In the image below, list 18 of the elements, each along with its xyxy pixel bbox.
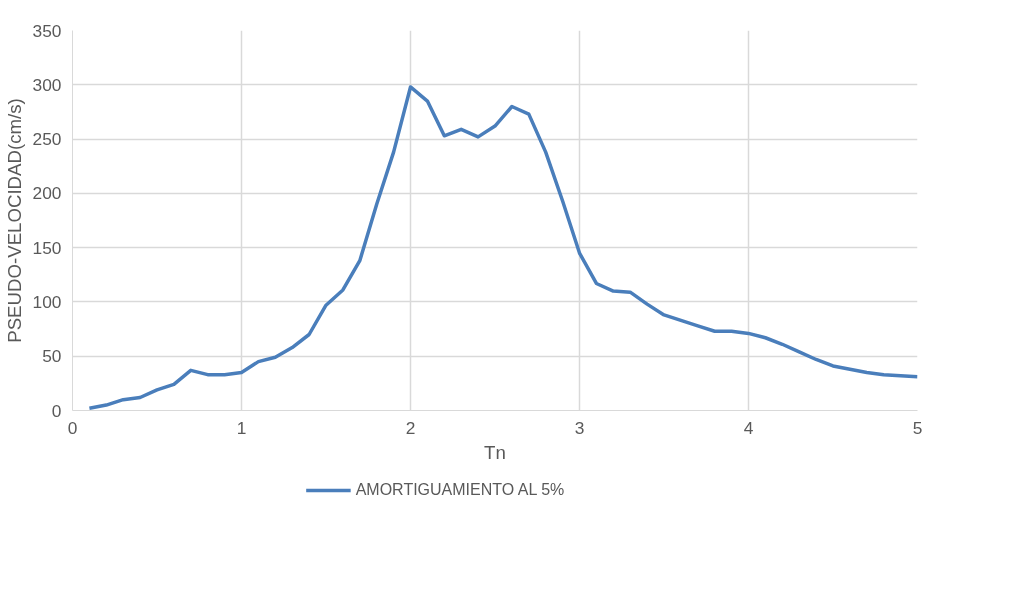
x-tick-label: 2 [405,417,416,438]
y-tick-label: 250 [32,129,62,150]
y-tick-label: 300 [32,74,62,95]
x-tick-label: 4 [743,417,754,438]
x-tick-label: 5 [912,417,923,438]
y-tick-label: 200 [32,183,62,204]
y-tick-label: 0 [51,400,62,421]
x-axis-title: Tn [484,441,506,463]
y-tick-label: 350 [32,20,62,41]
legend-label: AMORTIGUAMIENTO AL 5% [355,481,565,499]
x-tick-label: 0 [67,417,78,438]
x-tick-label: 3 [574,417,585,438]
line-series [87,85,918,411]
y-tick-label: 100 [32,291,62,312]
y-axis-title: PSEUDO-VELOCIDAD(cm/s) [3,98,25,343]
x-tick-label: 1 [236,417,247,438]
y-tick-label: 150 [32,237,62,258]
y-tick-label: 50 [42,346,62,367]
